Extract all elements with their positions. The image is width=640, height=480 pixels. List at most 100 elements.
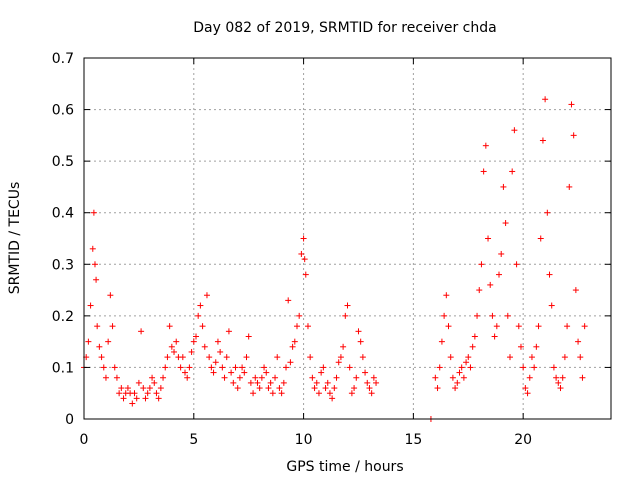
data-point: [566, 183, 573, 190]
data-point: [190, 338, 197, 345]
data-point: [555, 379, 562, 386]
data-point: [166, 323, 173, 330]
data-point: [184, 374, 191, 381]
data-point: [496, 271, 503, 278]
data-point: [225, 328, 232, 335]
data-point: [236, 374, 243, 381]
x-tick-label: 10: [295, 432, 313, 448]
data-point: [111, 364, 118, 371]
data-point: [524, 390, 531, 397]
data-point: [214, 338, 221, 345]
data-point: [124, 385, 131, 392]
data-point: [131, 390, 138, 397]
data-point: [342, 312, 349, 319]
data-point: [460, 374, 467, 381]
data-point: [140, 385, 147, 392]
data-point: [258, 374, 265, 381]
data-point: [199, 323, 206, 330]
data-point: [485, 235, 492, 242]
data-point: [438, 338, 445, 345]
data-point: [90, 209, 97, 216]
data-point: [577, 354, 584, 361]
x-tick-label: 15: [404, 432, 422, 448]
data-point: [313, 379, 320, 386]
data-point: [434, 385, 441, 392]
data-point: [544, 209, 551, 216]
data-point: [546, 271, 553, 278]
data-point: [217, 348, 224, 355]
data-point: [153, 390, 160, 397]
data-point: [364, 379, 371, 386]
data-point: [359, 354, 366, 361]
data-point: [93, 276, 100, 283]
data-point: [107, 292, 114, 299]
data-point: [528, 354, 535, 361]
data-point: [531, 364, 538, 371]
data-point: [487, 281, 494, 288]
data-point: [241, 369, 248, 376]
data-point: [210, 369, 217, 376]
data-point: [373, 379, 380, 386]
data-point: [452, 385, 459, 392]
data-point: [362, 369, 369, 376]
data-point: [526, 374, 533, 381]
data-point: [581, 323, 588, 330]
data-point: [568, 101, 575, 108]
data-point: [348, 390, 355, 397]
y-tick-label: 0.5: [52, 154, 74, 170]
data-point: [232, 364, 239, 371]
data-point: [550, 364, 557, 371]
data-point: [96, 343, 103, 350]
data-point: [511, 127, 518, 134]
data-point: [252, 374, 259, 381]
data-point: [247, 379, 254, 386]
data-point: [291, 338, 298, 345]
y-tick-label: 0.6: [52, 103, 74, 119]
tick-labels: 0 0.1 0.2 0.3 0.4 0.5 0.6 0.7 0 5 10 15 20: [52, 51, 532, 448]
data-point: [118, 385, 125, 392]
data-point: [553, 374, 560, 381]
data-point: [320, 364, 327, 371]
data-point: [195, 312, 202, 319]
data-point: [458, 364, 465, 371]
data-point: [370, 374, 377, 381]
data-point: [465, 354, 472, 361]
data-point: [243, 354, 250, 361]
data-point: [102, 374, 109, 381]
x-tick-label: 0: [80, 432, 89, 448]
data-point: [171, 348, 178, 355]
data-point: [188, 348, 195, 355]
data-point: [168, 343, 175, 350]
data-point: [344, 302, 351, 309]
data-point: [94, 323, 101, 330]
data-point: [467, 364, 474, 371]
data-point: [449, 374, 456, 381]
data-point: [329, 395, 336, 402]
data-point: [162, 364, 169, 371]
data-point: [164, 354, 171, 361]
data-point: [304, 323, 311, 330]
data-point: [133, 395, 140, 402]
data-point: [315, 390, 322, 397]
data-point: [337, 354, 344, 361]
data-point: [353, 374, 360, 381]
data-point: [186, 364, 193, 371]
data-points: [81, 96, 588, 422]
data-point: [346, 364, 353, 371]
y-tick-label: 0: [65, 412, 74, 428]
data-point: [506, 354, 513, 361]
data-point: [278, 390, 285, 397]
data-point: [228, 369, 235, 376]
data-point: [324, 379, 331, 386]
data-point: [542, 96, 549, 103]
data-point: [307, 354, 314, 361]
data-point: [87, 302, 94, 309]
data-point: [471, 333, 478, 340]
data-point: [478, 261, 485, 268]
data-point: [309, 374, 316, 381]
y-tick-label: 0.7: [52, 51, 74, 67]
plot-frame: [83, 57, 612, 420]
data-point: [135, 379, 142, 386]
data-point: [261, 364, 268, 371]
data-point: [269, 390, 276, 397]
